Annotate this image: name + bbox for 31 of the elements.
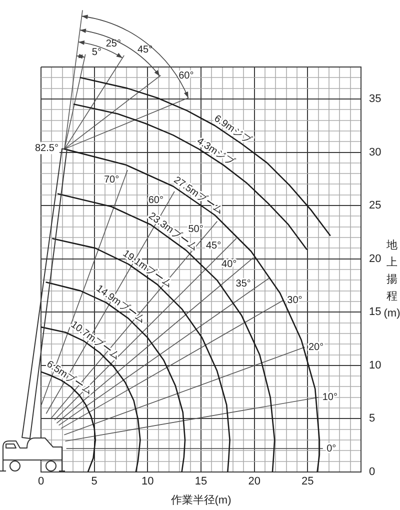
series-label: 30° <box>287 295 302 306</box>
x-tick-label: 25 <box>302 476 314 488</box>
y-tick-label: 25 <box>369 200 382 212</box>
series-label: 25° <box>106 38 121 50</box>
y-tick-label: 10 <box>369 359 382 372</box>
x-tick-label: 0 <box>38 476 44 488</box>
series-label: 60° <box>178 70 194 82</box>
series-label: 10° <box>322 392 338 404</box>
y-tick-label: 35 <box>369 93 382 106</box>
x-tick-label: 15 <box>194 476 208 488</box>
series-label: 0° <box>326 443 336 454</box>
annotation: 6.5mブーム <box>44 358 95 397</box>
series-label: 40° <box>222 258 237 270</box>
annotation: 82.5° <box>35 142 58 154</box>
y-tick-label: 5 <box>369 412 376 425</box>
x-axis-title: 作業半径(m) <box>170 493 232 506</box>
series-label: 60° <box>148 195 164 206</box>
text: 45° <box>137 44 153 56</box>
y-tick-label: 15 <box>369 306 382 318</box>
y-tick-label: 30 <box>369 146 382 158</box>
series-label: 70° <box>104 174 120 186</box>
series-label: 35° <box>236 278 251 290</box>
x-tick-label: 10 <box>142 476 154 488</box>
series-label: 5° <box>92 47 102 58</box>
series-label: 20° <box>308 342 324 354</box>
x-tick-label: 20 <box>248 476 260 488</box>
y-tick-label: 20 <box>369 252 382 265</box>
x-tick-label: 5 <box>91 476 98 488</box>
y-tick-label: 0 <box>369 466 376 478</box>
y-axis-title: 地上揚程(m) <box>384 238 400 320</box>
series-label: 45° <box>206 240 222 252</box>
